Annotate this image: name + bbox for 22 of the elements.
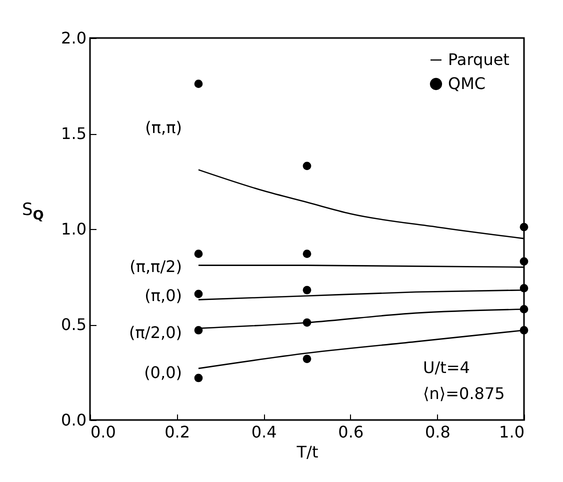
legend-label: QMC xyxy=(448,74,486,93)
x-tick-label: 0.2 xyxy=(164,422,190,442)
x-tick-label: 0.4 xyxy=(251,422,277,442)
annotation: (π,π) xyxy=(145,118,182,137)
annotation: (π/2,0) xyxy=(129,323,182,342)
annotation: ⟨n⟩=0.875 xyxy=(423,384,505,403)
annotation: U/t=4 xyxy=(423,358,470,377)
y-axis-title: S$_{Q}$ xyxy=(22,200,44,224)
annotation: (0,0) xyxy=(144,363,182,382)
x-tick-label: 0.0 xyxy=(90,422,116,442)
y-tick-label: 0.0 xyxy=(61,410,86,430)
x-tick-label: 1.0 xyxy=(499,422,524,442)
x-tick-label: 0.8 xyxy=(424,422,450,442)
y-tick-label: 2.0 xyxy=(61,28,86,48)
legend-label: Parquet xyxy=(448,50,510,69)
x-axis-title: T/t xyxy=(296,442,318,462)
annotation: (π,π/2) xyxy=(130,257,182,276)
y-tick-label: 0.5 xyxy=(61,315,86,334)
y-tick-label: 1.0 xyxy=(61,220,86,238)
annotation: (π,0) xyxy=(144,286,182,305)
y-tick-label: 1.5 xyxy=(61,124,86,143)
x-tick-label: 0.6 xyxy=(338,422,364,442)
